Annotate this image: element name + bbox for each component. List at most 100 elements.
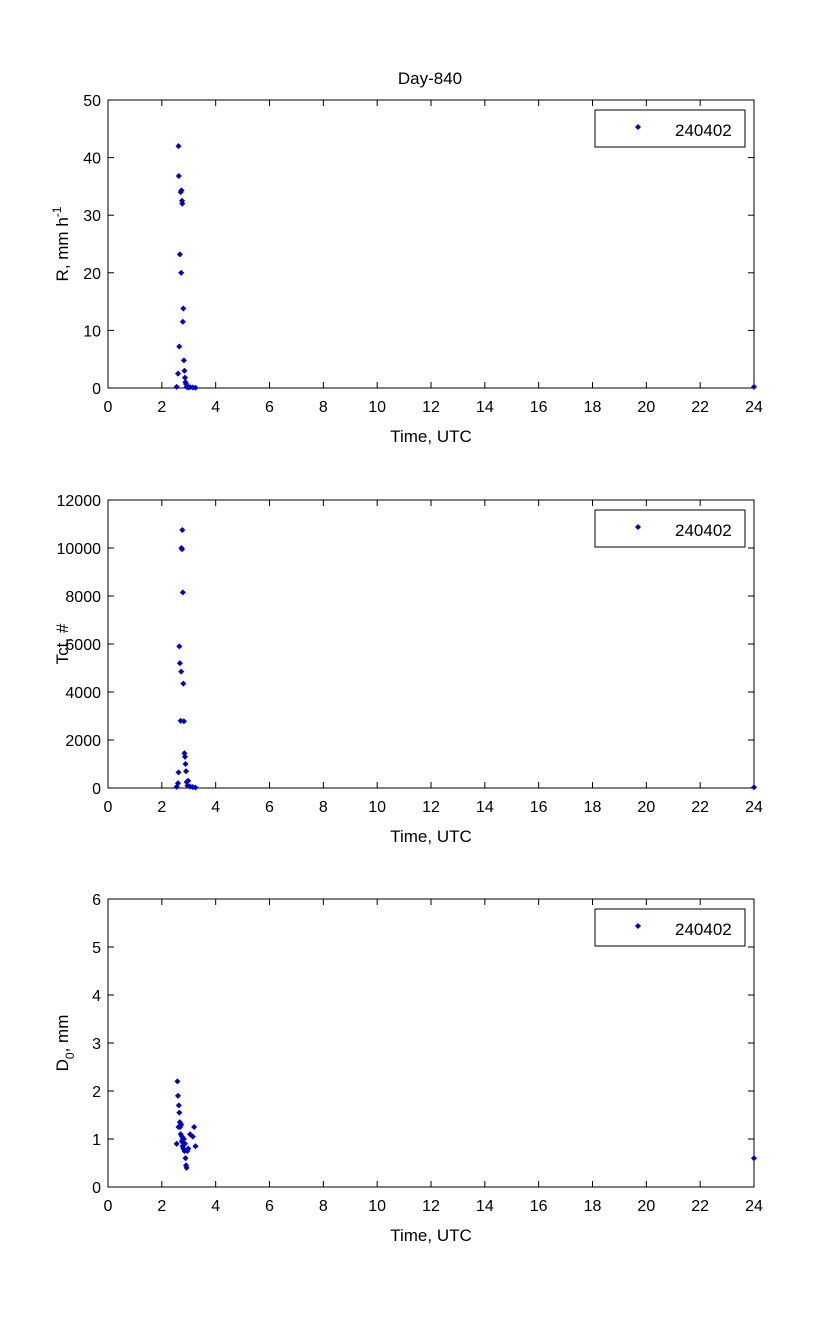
y-axis-label: Tct, # [53,623,72,664]
x-tick-label: 0 [104,799,113,816]
y-tick-label: 0 [92,1180,101,1197]
legend: 240402 [594,109,746,148]
x-tick-label: 4 [211,1198,220,1215]
x-tick-label: 18 [584,399,602,416]
legend-box [594,509,746,548]
data-point [175,143,182,150]
data-point [176,643,183,650]
legend: 240402 [594,908,746,947]
x-tick-label: 0 [104,1198,113,1215]
data-point [189,1133,196,1140]
y-axis-label-main: D [53,1059,72,1071]
x-tick-label: 4 [211,799,220,816]
data-point [175,1102,182,1109]
data-point [180,357,187,364]
x-tick-label: 20 [637,1198,655,1215]
data-point [180,718,187,725]
y-tick-label: 30 [83,208,101,225]
data-point [192,784,199,791]
y-tick-label: 5 [92,940,101,957]
data-point [176,660,183,667]
data-point [750,784,758,791]
data-point [178,187,185,194]
y-tick-label: 2000 [65,733,101,750]
legend-box [594,109,746,148]
data-point [181,367,188,374]
x-tick-label: 2 [157,1198,166,1215]
x-tick-label: 24 [745,1198,763,1215]
data-point [180,680,187,687]
y-tick-label: 1 [92,1132,101,1149]
y-tick-label: 50 [83,93,101,110]
x-tick-label: 4 [211,399,220,416]
y-axis-label-main: R, mm h [53,217,72,281]
x-tick-label: 12 [422,799,440,816]
data-point [178,1121,185,1128]
x-tick-label: 22 [691,399,709,416]
x-tick-label: 16 [530,399,548,416]
data-point [191,1123,198,1131]
data-point [180,305,187,312]
x-tick-label: 24 [745,799,763,816]
data-point [185,777,192,784]
x-tick-label: 6 [265,1198,274,1215]
y-tick-label: 6000 [65,637,101,654]
y-tick-label: 10000 [57,541,102,558]
x-tick-label: 8 [319,1198,328,1215]
y-tick-label: 4 [92,988,101,1005]
x-tick-label: 10 [368,1198,386,1215]
data-point [173,783,180,790]
data-point [175,173,182,180]
data-point [179,318,186,325]
x-tick-label: 20 [637,799,655,816]
legend-entry-label: 240402 [675,521,732,540]
data-point [178,269,185,276]
data-point [176,1109,183,1116]
y-axis-label: D0, mm [53,1015,77,1072]
x-tick-label: 6 [265,399,274,416]
y-tick-label: 3 [92,1036,101,1053]
data-point [175,769,182,776]
data-point [192,1143,199,1150]
y-tick-label: 0 [92,781,101,798]
y-axis-label-subscript: 0 [63,1052,77,1059]
data-point [183,1164,190,1171]
x-tick-label: 18 [584,799,602,816]
data-point [192,384,199,391]
x-tick-label: 12 [422,1198,440,1215]
x-tick-label: 8 [319,799,328,816]
data-point [179,589,186,596]
x-tick-label: 14 [476,1198,494,1215]
data-point [183,768,190,775]
x-tick-label: 2 [157,399,166,416]
data-point [181,753,189,760]
x-tick-label: 10 [368,799,386,816]
data-point [174,1078,181,1085]
x-tick-label: 22 [691,1198,709,1215]
figure-title: Day-840 [398,69,462,88]
x-axis-label: Time, UTC [390,427,472,446]
legend-marker-icon [634,922,642,930]
legend-entry-label: 240402 [675,920,732,939]
data-point [174,1092,182,1099]
x-tick-label: 14 [476,399,494,416]
y-axis-label-rest: , mm [53,1015,72,1053]
y-tick-label: 0 [92,381,101,398]
x-tick-label: 8 [319,399,328,416]
data-point [174,370,182,377]
data-point [178,668,185,675]
x-tick-label: 14 [476,799,494,816]
legend-marker-icon [634,123,642,131]
x-tick-label: 10 [368,399,386,416]
legend-marker-icon [634,523,642,531]
y-tick-label: 6 [92,892,101,909]
x-tick-label: 16 [530,1198,548,1215]
y-tick-label: 40 [83,151,101,168]
x-tick-label: 16 [530,799,548,816]
y-tick-label: 4000 [65,685,101,702]
data-point [176,343,183,350]
x-tick-label: 6 [265,799,274,816]
